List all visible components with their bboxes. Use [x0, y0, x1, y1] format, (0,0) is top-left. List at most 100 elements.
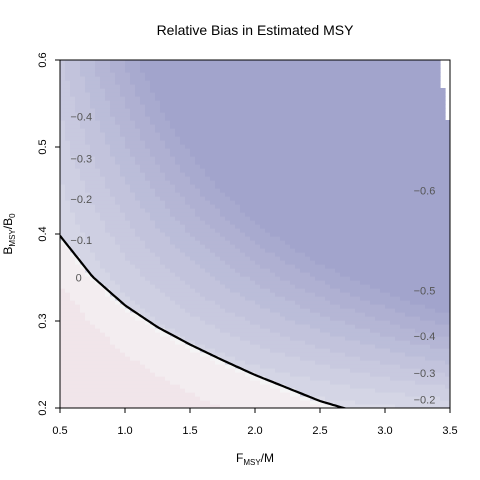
heat-cell [325, 108, 331, 113]
heat-cell [315, 100, 321, 105]
heat-cell [285, 120, 291, 125]
heat-cell [65, 192, 71, 197]
heat-cell [320, 180, 326, 185]
heat-cell [295, 140, 301, 145]
heat-cell [280, 152, 286, 157]
heat-cell [270, 396, 276, 401]
heat-cell [235, 320, 241, 325]
heat-cell [310, 152, 316, 157]
heat-cell [180, 296, 186, 301]
heat-cell [80, 72, 86, 77]
heat-cell [255, 184, 261, 189]
heat-cell [340, 356, 346, 361]
heat-cell [115, 228, 121, 233]
heat-cell [220, 128, 226, 133]
heat-cell [105, 196, 111, 201]
heat-cell [165, 92, 171, 97]
heat-cell [280, 208, 286, 213]
heat-cell [220, 212, 226, 217]
heat-cell [120, 256, 126, 261]
heat-cell [225, 120, 231, 125]
heat-cell [240, 332, 246, 337]
heat-cell [255, 176, 261, 181]
heat-cell [285, 232, 291, 237]
heat-cell [100, 252, 106, 257]
heat-cell [340, 396, 346, 401]
heat-cell [325, 224, 331, 229]
heat-cell [320, 392, 326, 397]
heat-cell [300, 304, 306, 309]
heat-cell [340, 376, 346, 381]
heat-cell [100, 352, 106, 357]
heat-cell [260, 396, 266, 401]
heat-cell [110, 264, 116, 269]
heat-cell [205, 152, 211, 157]
heat-cell [145, 180, 151, 185]
heat-cell [180, 308, 186, 313]
heat-cell [100, 316, 106, 321]
heat-cell [190, 348, 196, 353]
heat-cell [210, 384, 216, 389]
heat-cell [300, 284, 306, 289]
heat-cell [125, 232, 131, 237]
heat-cell [110, 80, 116, 85]
heat-cell [190, 172, 196, 177]
heat-cell [235, 140, 241, 145]
heat-cell [235, 216, 241, 221]
heat-cell [155, 292, 161, 297]
heat-cell [245, 376, 251, 381]
heat-cell [80, 344, 86, 349]
heat-cell [80, 312, 86, 317]
heat-cell [300, 280, 306, 285]
heat-cell [145, 268, 151, 273]
heat-cell [235, 60, 241, 65]
heat-cell [60, 168, 66, 173]
heat-cell [240, 400, 246, 405]
heat-cell [310, 84, 316, 89]
heat-cell [195, 88, 201, 93]
heat-cell [85, 144, 91, 149]
heat-cell [320, 248, 326, 253]
heat-cell [85, 168, 91, 173]
heat-cell [235, 376, 241, 381]
heat-cell [280, 316, 286, 321]
heat-cell [140, 156, 146, 161]
heat-cell [205, 292, 211, 297]
heat-cell [95, 332, 101, 337]
heat-cell [70, 388, 76, 393]
heat-cell [145, 212, 151, 217]
heat-cell [130, 112, 136, 117]
heat-cell [180, 212, 186, 217]
heat-cell [310, 200, 316, 205]
heat-cell [195, 156, 201, 161]
heat-cell [205, 388, 211, 393]
heat-cell [165, 112, 171, 117]
heat-cell [260, 172, 266, 177]
heat-cell [320, 228, 326, 233]
heat-cell [345, 332, 351, 337]
heat-cell [255, 84, 261, 89]
heat-cell [255, 136, 261, 141]
heat-cell [195, 228, 201, 233]
heat-cell [170, 92, 176, 97]
heat-cell [60, 368, 66, 373]
heat-cell [240, 132, 246, 137]
heat-cell [70, 72, 76, 77]
heat-cell [165, 404, 171, 408]
heat-cell [270, 76, 276, 81]
heat-cell [250, 324, 256, 329]
heat-cell [255, 264, 261, 269]
heat-cell [110, 156, 116, 161]
heat-cell [65, 340, 71, 345]
heat-cell [190, 256, 196, 261]
heat-cell [295, 256, 301, 261]
heat-cell [140, 348, 146, 353]
heat-cell [305, 148, 311, 153]
heat-cell [195, 72, 201, 77]
heat-cell [90, 312, 96, 317]
heat-cell [80, 68, 86, 73]
heat-cell [65, 292, 71, 297]
heat-cell [230, 132, 236, 137]
heat-cell [185, 196, 191, 201]
heat-cell [290, 184, 296, 189]
